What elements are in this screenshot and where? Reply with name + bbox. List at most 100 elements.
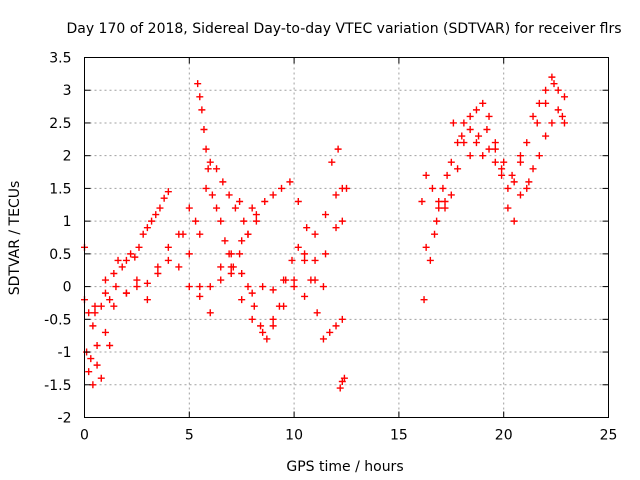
data-point: [338, 315, 346, 323]
data-point: [426, 256, 434, 264]
data-point: [338, 217, 346, 225]
data-point: [441, 198, 449, 205]
data-point: [525, 178, 533, 186]
data-point: [523, 184, 531, 192]
data-point: [93, 342, 101, 349]
data-point: [204, 165, 212, 173]
data-point: [332, 224, 340, 232]
data-point: [97, 302, 105, 310]
data-point: [447, 158, 455, 166]
data-point: [257, 322, 265, 330]
data-point: [301, 256, 309, 264]
data-point: [301, 292, 309, 300]
data-point: [156, 204, 164, 212]
data-point: [479, 152, 487, 160]
data-point: [206, 283, 214, 291]
data-point: [208, 191, 216, 199]
data-point: [185, 204, 193, 212]
data-point: [139, 230, 147, 238]
series-arc-f: [194, 80, 237, 271]
data-point: [202, 184, 210, 192]
data-point: [286, 178, 294, 186]
data-point: [554, 86, 562, 94]
data-point: [516, 191, 524, 199]
data-point: [259, 283, 267, 291]
data-point: [535, 152, 543, 160]
data-point: [236, 250, 244, 258]
data-point: [206, 158, 214, 166]
ticks-layer: [84, 57, 609, 418]
data-point: [244, 283, 252, 291]
data-point: [510, 178, 518, 186]
y-tick-label: 0: [63, 280, 72, 296]
data-point: [148, 217, 156, 225]
data-point: [441, 204, 449, 212]
data-point: [133, 276, 141, 284]
data-point: [454, 165, 462, 173]
data-point: [334, 145, 342, 153]
data-point: [422, 243, 430, 251]
data-point: [516, 152, 524, 160]
data-point: [332, 322, 340, 330]
data-point: [85, 368, 93, 376]
data-point: [248, 204, 256, 212]
data-point: [196, 230, 204, 238]
data-point: [89, 322, 97, 330]
data-point: [164, 256, 172, 264]
y-tick-label: 2: [63, 149, 72, 165]
series-arc-a: [81, 188, 172, 389]
data-point: [269, 191, 277, 199]
data-point: [322, 211, 330, 219]
data-point: [460, 139, 468, 147]
data-point: [259, 328, 267, 336]
data-point: [290, 283, 298, 291]
x-tick-label: 20: [495, 428, 513, 444]
data-point: [313, 309, 321, 317]
data-point: [231, 204, 239, 212]
data-point: [221, 237, 229, 245]
data-point: [447, 191, 455, 199]
data-point: [535, 99, 543, 107]
data-point: [198, 106, 206, 114]
data-point: [435, 204, 443, 212]
y-tick-label: 1.5: [49, 181, 71, 197]
data-point: [101, 328, 109, 336]
data-point: [112, 283, 120, 291]
data-point: [206, 309, 214, 317]
data-point: [175, 263, 183, 271]
data-point: [418, 198, 426, 205]
data-point: [290, 276, 298, 284]
series-arc-i: [336, 374, 348, 392]
series-arc-b: [81, 296, 118, 382]
data-point: [118, 263, 126, 271]
series-arc-g: [227, 145, 346, 291]
data-point: [85, 309, 93, 317]
grid-layer: [84, 57, 609, 418]
data-point: [89, 381, 97, 389]
data-point: [504, 184, 512, 192]
data-point: [491, 145, 499, 153]
data-point: [336, 384, 344, 392]
y-tick-label: -1.5: [44, 378, 71, 394]
data-point: [548, 73, 556, 81]
data-point: [238, 270, 246, 277]
tick-labels-layer: 0 5 10 15 20 25 -2 -1.5 -1 -0.5 0 0.5 1 1.5 2 2.5 3 3.5: [44, 51, 617, 444]
data-point: [491, 158, 499, 166]
y-tick-label: 1: [63, 214, 72, 230]
x-tick-label: 10: [285, 428, 303, 444]
data-point: [225, 250, 233, 258]
data-point: [154, 263, 162, 271]
data-point: [114, 256, 122, 264]
data-point: [510, 217, 518, 225]
data-point: [485, 112, 493, 120]
data-point: [443, 171, 451, 179]
data-point: [460, 119, 468, 127]
series-arc-l: [433, 80, 566, 225]
data-point: [250, 302, 258, 310]
data-point: [238, 237, 246, 245]
data-point: [508, 171, 516, 179]
series-arc-k: [422, 106, 568, 225]
data-point: [194, 80, 202, 88]
data-point: [213, 165, 221, 173]
